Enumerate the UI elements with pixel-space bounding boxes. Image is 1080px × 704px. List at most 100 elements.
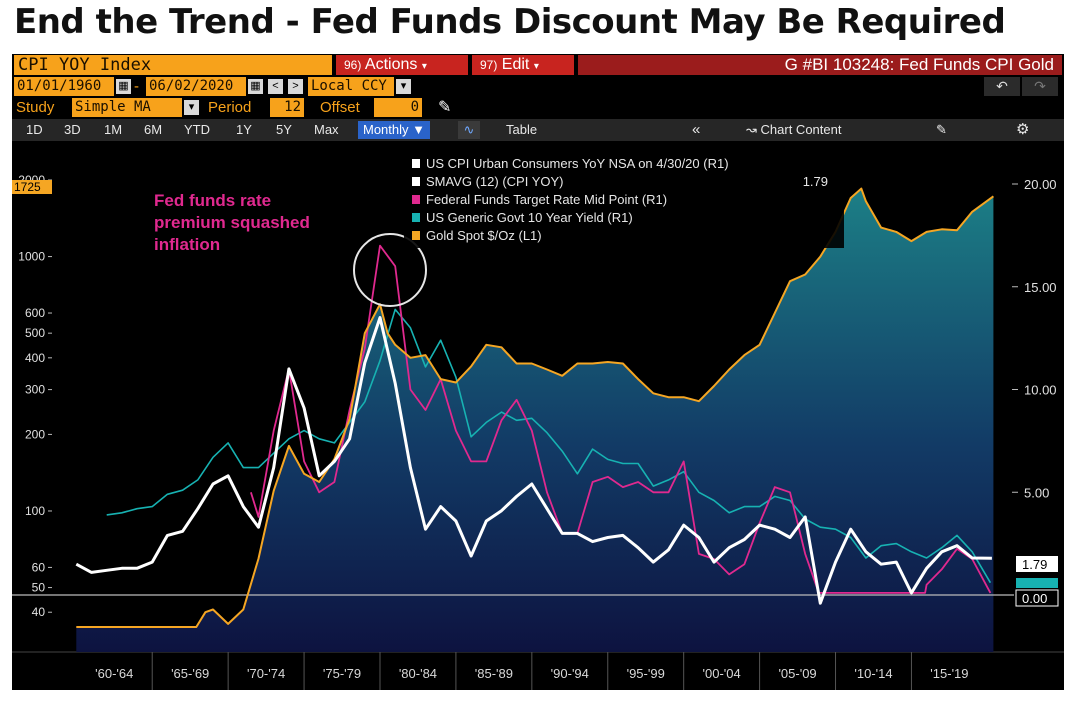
line-chart-icon[interactable]: ∿ [458, 121, 480, 139]
bloomberg-chart-window: CPI YOY Index 96) Actions ▾ 97) Edit ▾ G… [12, 54, 1064, 690]
legend-label: Gold Spot $/Oz (L1) [426, 228, 542, 243]
treasury-last-value-box [1016, 578, 1058, 588]
table-button[interactable]: Table [506, 122, 538, 137]
annotation-line: inflation [154, 235, 220, 254]
legend: US CPI Urban Consumers YoY NSA on 4/30/2… [404, 150, 844, 248]
x-tick-label: '95-'99 [627, 666, 665, 681]
undo-icon[interactable]: ↶ [984, 77, 1020, 96]
left-axis-label: 300 [25, 383, 45, 397]
previous-period-button[interactable]: < [268, 79, 283, 94]
legend-label: US Generic Govt 10 Year Yield (R1) [426, 210, 633, 225]
legend-smavg-value: 1.79 [803, 174, 828, 189]
annotation-text: Fed funds rate premium squashed inflation [154, 191, 310, 254]
legend-label: Federal Funds Target Rate Mid Point (R1) [426, 192, 667, 207]
legend-swatch [412, 231, 420, 240]
legend-label: SMAVG (12) (CPI YOY) [426, 174, 564, 189]
legend-swatch [412, 177, 420, 186]
chevron-down-icon[interactable]: ▾ [396, 79, 411, 94]
collapse-icon[interactable]: « [692, 121, 701, 138]
chevron-down-icon: ▾ [421, 61, 427, 72]
x-axis: '60-'64 '65-'69 '70-'74 '75-'79 '80-'84 '85-'… [12, 651, 1064, 690]
study-bar: Study Simple MA ▾ Period 12 Offset 0 ✎ [12, 98, 1064, 118]
chart-content-label: Chart Content [760, 122, 842, 137]
offset-field[interactable]: 0 [374, 98, 422, 117]
left-axis-label: 100 [25, 504, 45, 518]
legend-background [404, 150, 844, 248]
range-toolbar: 1D 3D 1M 6M YTD 1Y 5Y Max Monthly ▼ ∿ Ta… [12, 119, 1064, 141]
range-5y[interactable]: 5Y [276, 122, 292, 137]
calendar-icon[interactable]: ▦ [116, 79, 131, 94]
legend-swatch [412, 195, 420, 204]
x-tick-label: '15-'19 [930, 666, 968, 681]
range-1y[interactable]: 1Y [236, 122, 252, 137]
range-max[interactable]: Max [314, 122, 339, 137]
value-labels: 1725 1.79 0.00 [12, 180, 1059, 607]
left-axis-label: 60 [32, 560, 46, 574]
gold-line [76, 187, 994, 628]
edit-shortcut: 97) [480, 58, 498, 72]
x-tick-label: '90-'94 [551, 666, 589, 681]
left-axis-label: 1000 [18, 250, 45, 264]
gold-last-value: 1725 [14, 180, 41, 194]
offset-label: Offset [320, 99, 360, 116]
x-tick-label: '70-'74 [247, 666, 285, 681]
actions-label: Actions [364, 56, 418, 73]
frequency-dropdown[interactable]: Monthly ▼ [358, 121, 430, 139]
left-axis-label: 600 [25, 306, 45, 320]
edit-button[interactable]: 97) Edit ▾ [472, 55, 574, 75]
x-tick-label: '10-'14 [854, 666, 892, 681]
left-axis-label: 40 [32, 605, 46, 619]
calendar-icon[interactable]: ▦ [248, 79, 263, 94]
annotation-line: Fed funds rate [154, 191, 271, 210]
right-axis-label: 5.00 [1024, 485, 1049, 500]
range-1m[interactable]: 1M [104, 122, 123, 137]
start-date-field[interactable]: 01/01/1960 [14, 77, 114, 96]
legend-items: US CPI Urban Consumers YoY NSA on 4/30/2… [412, 156, 828, 243]
ticker-field[interactable]: CPI YOY Index [14, 55, 332, 75]
smavg-cpi-line [75, 316, 992, 605]
period-field[interactable]: 12 [270, 98, 304, 117]
peak-highlight-circle [353, 233, 427, 307]
right-axis-label: 10.00 [1024, 383, 1057, 398]
range-1d[interactable]: 1D [26, 122, 43, 137]
legend-swatch [412, 159, 420, 168]
x-tick-label: '00-'04 [703, 666, 741, 681]
x-tick-label: '85-'89 [475, 666, 513, 681]
next-period-button[interactable]: > [288, 79, 303, 94]
left-axis-label: 200 [25, 427, 45, 441]
actions-shortcut: 96) [344, 58, 362, 72]
chevron-down-icon[interactable]: ▾ [184, 100, 199, 115]
gear-icon[interactable]: ⚙ [1016, 121, 1030, 138]
chart-content-button[interactable]: ↝ Chart Content [746, 121, 841, 139]
smavg-last-value: 1.79 [1022, 557, 1047, 572]
chevron-down-icon: ▾ [533, 61, 539, 72]
edit-chart-icon[interactable]: ✎ [936, 122, 947, 137]
actions-button[interactable]: 96) Actions ▾ [336, 55, 468, 75]
left-axis-label: 50 [32, 581, 46, 595]
range-3d[interactable]: 3D [64, 122, 81, 137]
edit-label: Edit [501, 56, 530, 73]
x-tick-label: '80-'84 [399, 666, 437, 681]
pencil-icon[interactable]: ✎ [438, 99, 452, 116]
study-field[interactable]: Simple MA [72, 98, 182, 117]
title-bar: CPI YOY Index 96) Actions ▾ 97) Edit ▾ G… [12, 54, 1064, 76]
headline: End the Trend - Fed Funds Discount May B… [14, 2, 1006, 42]
left-axis-label: 400 [25, 351, 45, 365]
chart-icon: ↝ [746, 122, 757, 137]
date-range-bar: 01/01/1960 ▦ - 06/02/2020 ▦ < > Local CC… [12, 77, 1064, 97]
range-ytd[interactable]: YTD [184, 122, 210, 137]
period-label: Period [208, 99, 252, 116]
end-date-field[interactable]: 06/02/2020 [146, 77, 246, 96]
redo-icon[interactable]: ↷ [1022, 77, 1058, 96]
x-tick-label: '75-'79 [323, 666, 361, 681]
x-tick-label: '05-'09 [778, 666, 816, 681]
right-axis: 20.00 15.00 10.00 5.00 [1012, 177, 1057, 500]
graph-title: G #BI 103248: Fed Funds CPI Gold [578, 55, 1062, 75]
legend-label: US CPI Urban Consumers YoY NSA on 4/30/2… [426, 156, 729, 171]
range-6m[interactable]: 6M [144, 122, 163, 137]
gold-last-value-box [12, 180, 52, 194]
currency-field[interactable]: Local CCY [308, 77, 394, 96]
legend-swatch [412, 213, 420, 222]
x-tick-label: '60-'64 [95, 666, 133, 681]
series-layer [75, 187, 994, 628]
